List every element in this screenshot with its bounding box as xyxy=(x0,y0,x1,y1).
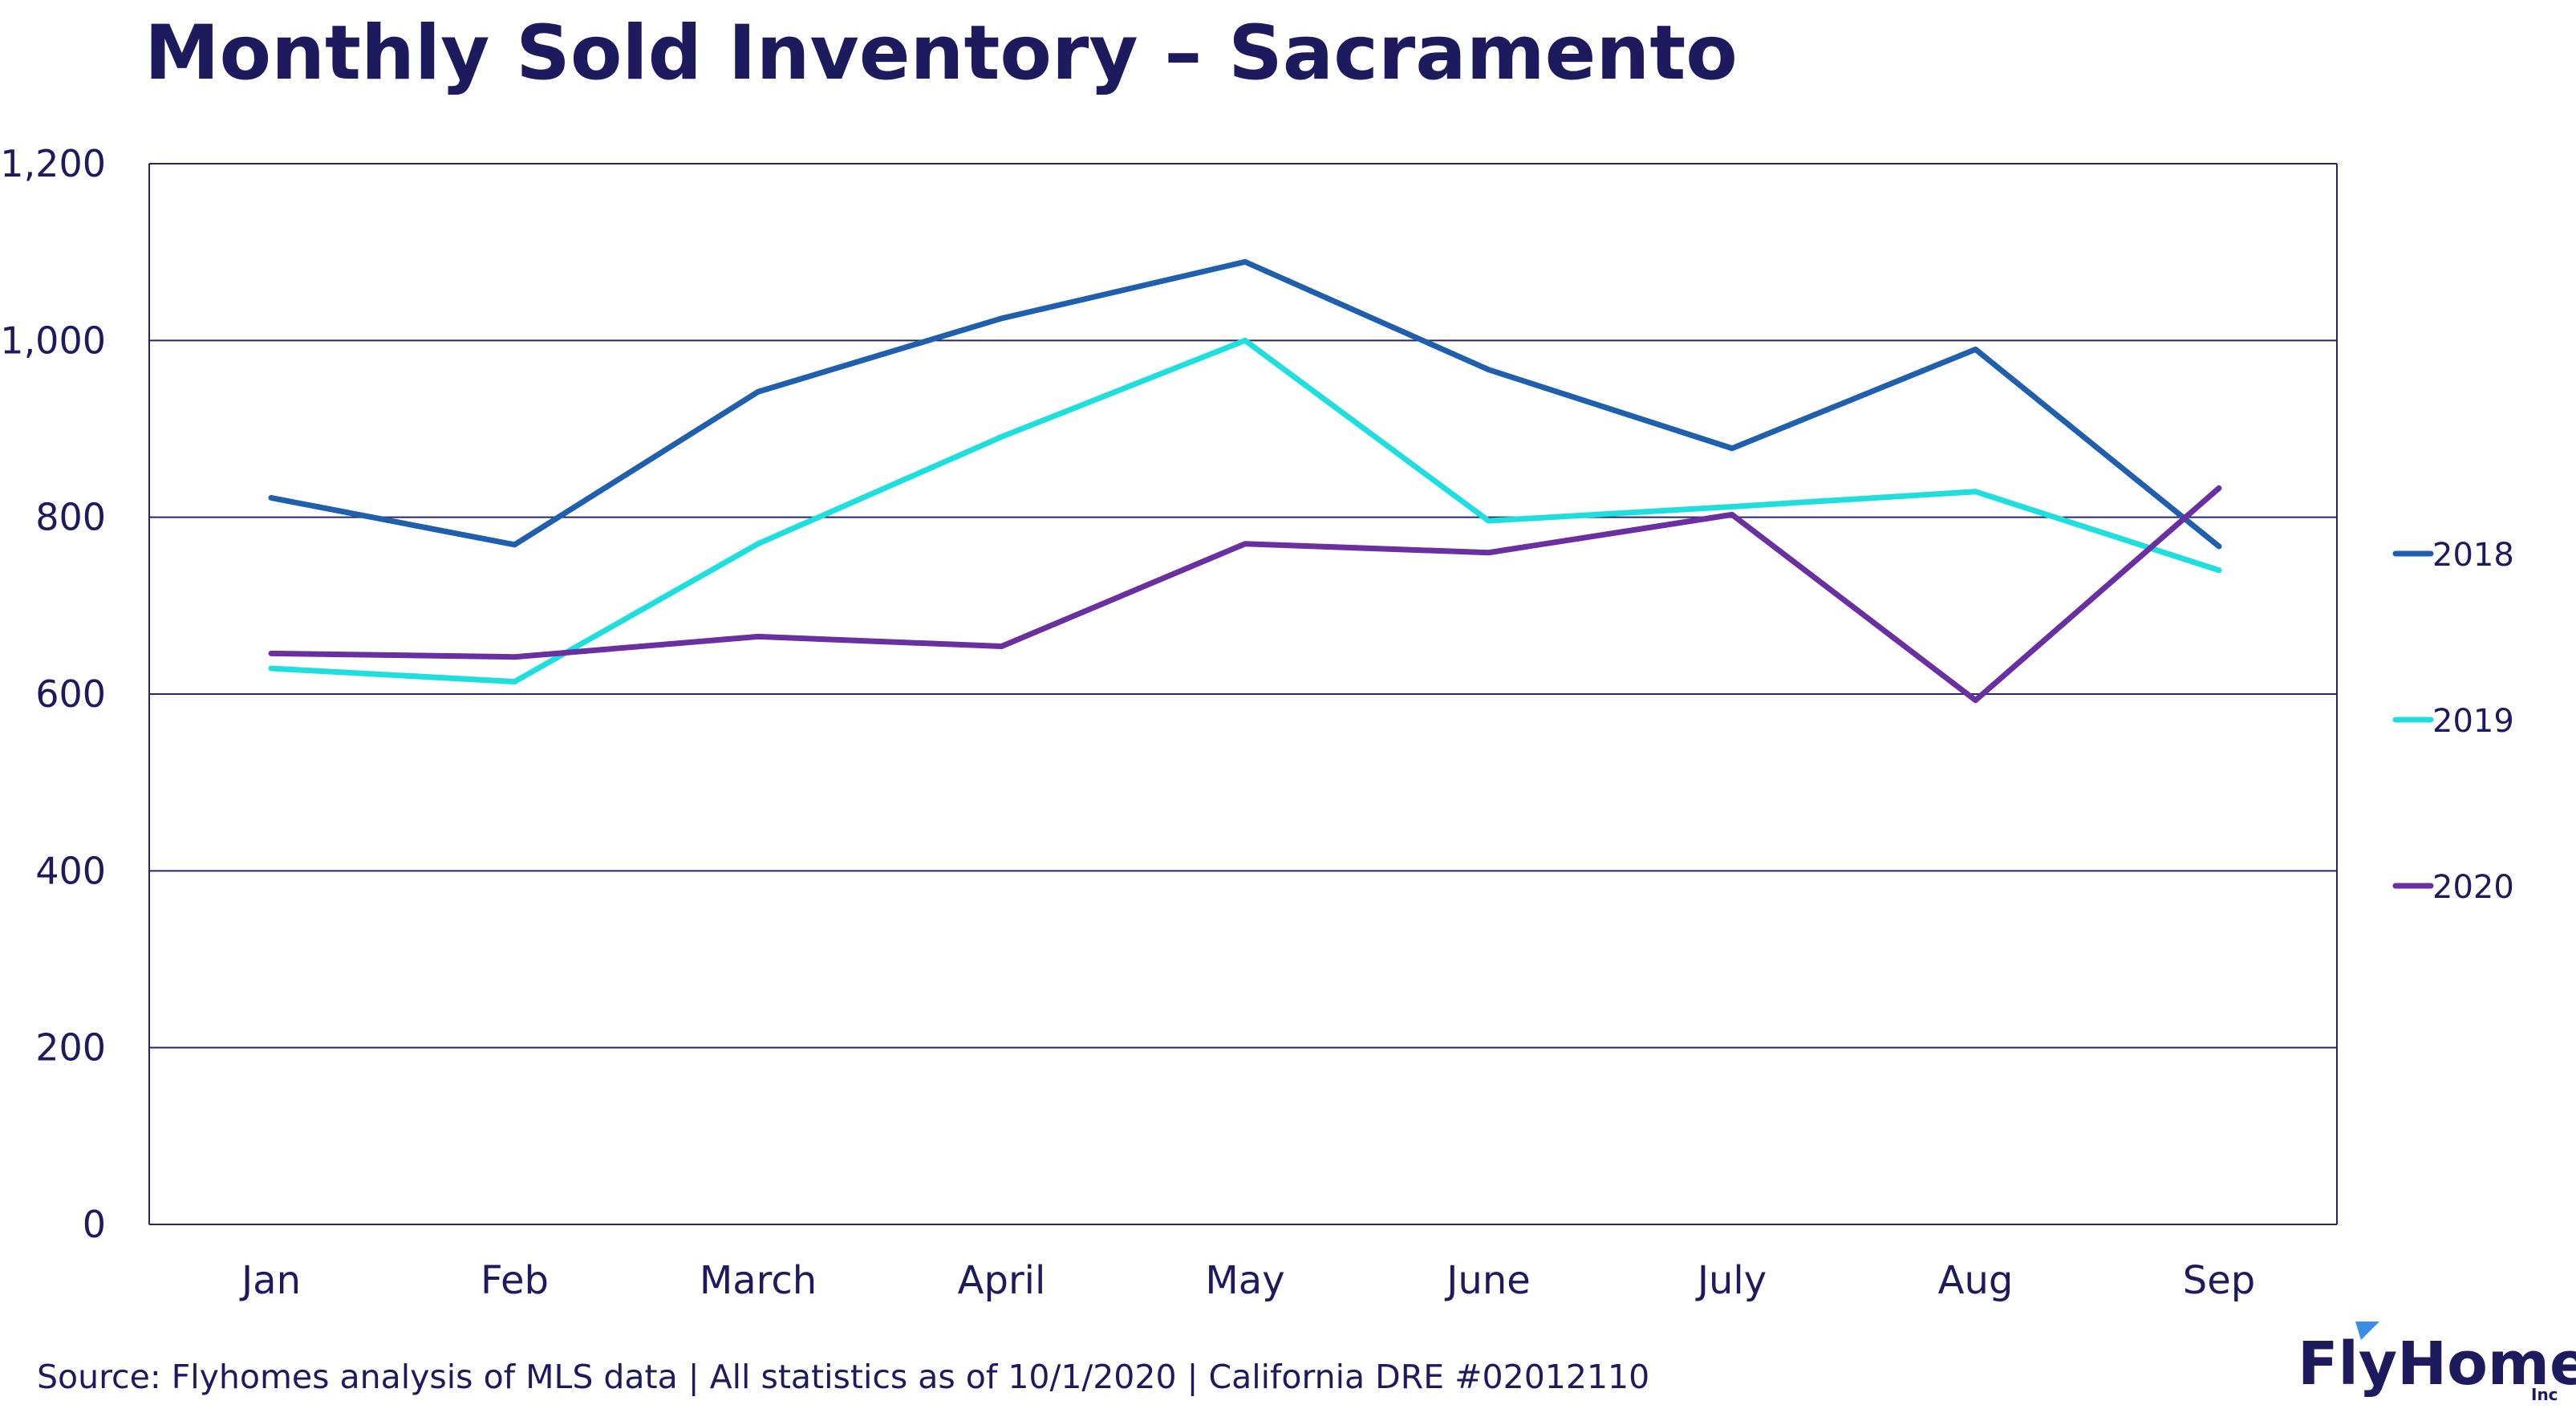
gridlines xyxy=(149,163,2337,1225)
legend: 2018 2019 2020 xyxy=(2392,537,2514,906)
series-line-2019 xyxy=(268,337,2222,685)
x-tick-label: Sep xyxy=(2183,1258,2255,1303)
x-tick-label: April xyxy=(958,1258,1046,1303)
flag-icon xyxy=(2355,1322,2379,1340)
y-tick-label: 800 xyxy=(35,496,106,539)
plot-frame xyxy=(148,164,2338,1224)
legend-label-2020: 2020 xyxy=(2432,869,2514,906)
legend-label-2019: 2019 xyxy=(2432,703,2514,740)
y-tick-label: 200 xyxy=(35,1026,106,1070)
y-axis-ticks: 0 200 400 600 800 1,000 1,200 xyxy=(0,142,106,1246)
y-tick-label: 1,200 xyxy=(0,142,106,185)
legend-label-2018: 2018 xyxy=(2432,537,2514,574)
x-tick-label: June xyxy=(1444,1258,1531,1303)
flyhomes-logo: FlyHomes Inc xyxy=(2298,1322,2576,1404)
x-tick-label: July xyxy=(1695,1258,1767,1303)
y-tick-label: 400 xyxy=(35,849,106,892)
x-tick-label: March xyxy=(700,1258,817,1303)
series-lines xyxy=(268,258,2222,704)
x-tick-label: Jan xyxy=(239,1258,301,1303)
x-tick-label: May xyxy=(1205,1258,1284,1303)
source-footnote: Source: Flyhomes analysis of MLS data | … xyxy=(37,1358,1649,1396)
x-tick-label: Feb xyxy=(481,1258,549,1303)
x-tick-label: Aug xyxy=(1938,1258,2014,1303)
y-tick-label: 600 xyxy=(35,672,106,716)
x-axis-ticks: Jan Feb March April May June July Aug Sep xyxy=(239,1258,2255,1303)
series-line-2020 xyxy=(268,485,2222,704)
logo-text: FlyHomes xyxy=(2298,1330,2576,1399)
y-tick-label: 1,000 xyxy=(0,319,106,362)
series-line-2018 xyxy=(268,258,2222,550)
chart-title: Monthly Sold Inventory – Sacramento xyxy=(144,10,1738,97)
logo-subtext: Inc xyxy=(2531,1385,2558,1404)
y-tick-label: 0 xyxy=(83,1203,106,1246)
